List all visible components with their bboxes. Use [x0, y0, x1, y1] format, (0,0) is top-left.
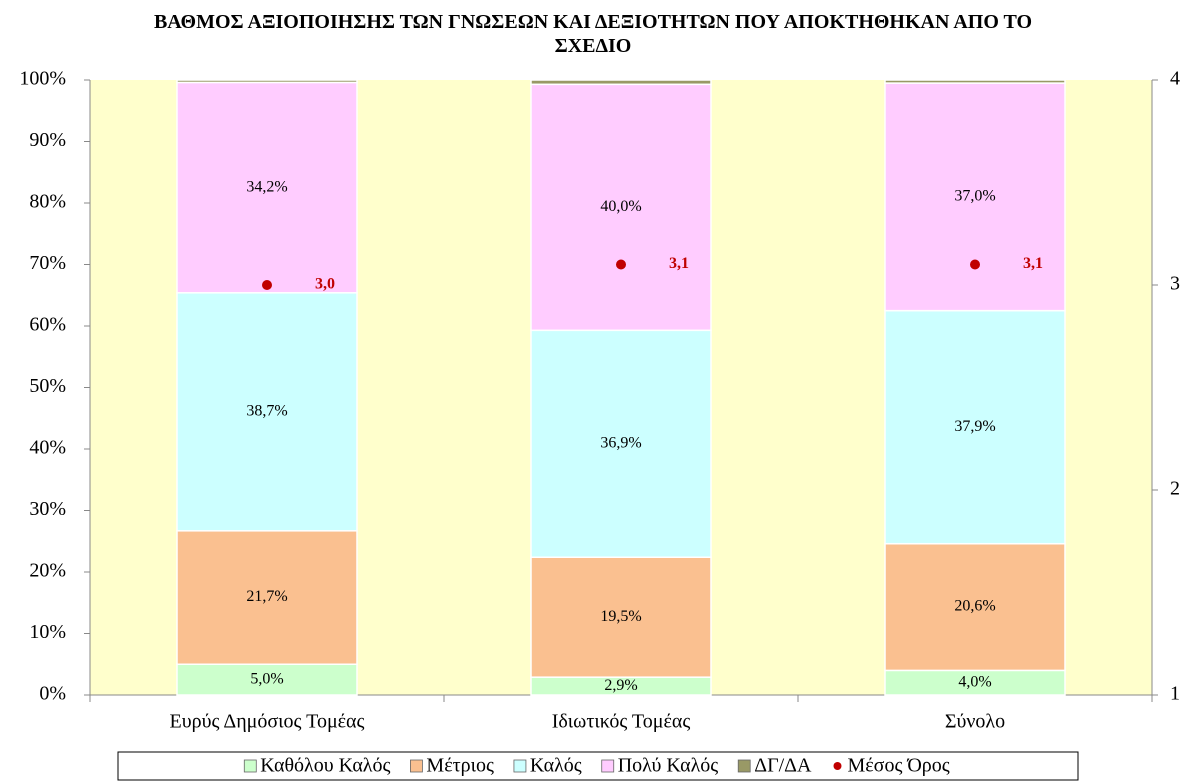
y2-tick-label: 2 — [1170, 478, 1180, 500]
data-label: 38,7% — [246, 402, 287, 419]
data-label: 20,6% — [954, 598, 995, 615]
legend-label: ΔΓ/ΔΑ — [754, 755, 812, 777]
mean-marker — [262, 280, 272, 290]
y-tick-label: 40% — [29, 437, 66, 459]
legend-label: Πολύ Καλός — [618, 755, 719, 777]
y-tick-label: 0% — [39, 683, 66, 705]
bar-segment — [176, 81, 358, 294]
bar-segment — [530, 83, 712, 332]
data-label: 40,0% — [600, 198, 641, 215]
legend-marker — [243, 759, 257, 773]
mean-marker — [616, 259, 626, 270]
bar-segment — [176, 663, 358, 696]
legend-label: Καλός — [530, 755, 582, 777]
y-tick-label: 30% — [29, 498, 66, 520]
data-label: 5,0% — [250, 670, 283, 687]
bar-segment — [884, 82, 1066, 312]
x-tick-label: Ευρύς Δημόσιος Τομέας — [170, 711, 365, 733]
legend-label: Μέτριος — [426, 755, 494, 777]
data-label: 4,0% — [958, 673, 991, 690]
y-tick-label: 60% — [29, 314, 66, 336]
data-label: 36,9% — [600, 434, 641, 451]
bar-segment — [530, 556, 712, 678]
bar-segment — [176, 292, 358, 532]
legend-label: Μέσος Όρος — [847, 755, 949, 777]
data-label: 37,9% — [954, 418, 995, 435]
bar-segment — [884, 309, 1066, 545]
y-tick-label: 80% — [29, 191, 66, 213]
legend-marker — [410, 759, 423, 773]
bar-segment — [530, 79, 712, 86]
bar-segment — [884, 669, 1066, 696]
legend-label: Καθόλου Καλός — [260, 755, 390, 777]
y2-tick-label: 3 — [1170, 273, 1180, 295]
data-label: 21,7% — [246, 588, 287, 605]
x-tick-label: Σύνολο — [945, 711, 1005, 733]
y-tick-label: 20% — [29, 560, 66, 582]
mean-label: 3,1 — [1023, 255, 1043, 272]
data-label: 34,2% — [246, 178, 287, 195]
bar-segment — [176, 79, 358, 84]
mean-marker — [970, 259, 980, 270]
bar-segment — [884, 79, 1066, 84]
bar-segment — [884, 542, 1066, 672]
x-tick-label: Ιδιωτικός Τομέας — [552, 711, 691, 733]
legend-marker — [513, 759, 527, 773]
legend-marker — [833, 762, 842, 770]
chart-title: ΒΑΘΜΟΣ ΑΞΙΟΠΟΙΗΣΗΣ ΤΩΝ ΓΝΩΣΕΩΝ ΚΑΙ ΔΕΞΙΟ… — [153, 11, 1033, 57]
mean-label: 3,1 — [669, 255, 689, 272]
y-tick-label: 50% — [29, 375, 66, 397]
data-label: 2,9% — [604, 677, 637, 694]
y-tick-label: 100% — [19, 68, 66, 90]
y-tick-label: 90% — [29, 129, 66, 151]
y2-tick-label: 1 — [1170, 683, 1180, 705]
mean-label: 3,0 — [315, 276, 335, 293]
y2-tick-label: 4 — [1170, 68, 1180, 90]
legend-marker — [601, 759, 615, 773]
data-label: 37,0% — [954, 188, 995, 205]
legend-marker — [737, 759, 751, 773]
bar-segment — [530, 329, 712, 558]
legend — [117, 751, 1079, 781]
data-label: 19,5% — [600, 608, 641, 625]
y-tick-label: 70% — [29, 252, 66, 274]
y-tick-label: 10% — [29, 621, 66, 643]
